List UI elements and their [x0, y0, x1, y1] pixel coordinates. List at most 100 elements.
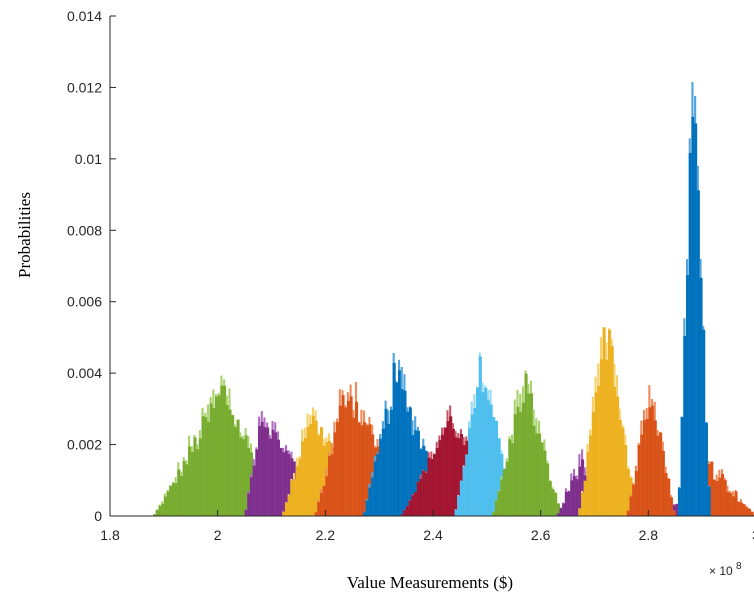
histogram-bar [462, 467, 466, 516]
y-tick-label: 0.014 [67, 8, 102, 24]
histogram-bar [484, 387, 488, 516]
x-axis-label: Value Measurements ($) [347, 573, 513, 592]
y-axis-label: Probabilities [15, 192, 34, 278]
histogram-bar [225, 405, 229, 516]
histogram-bar [365, 500, 369, 516]
histogram-bar [303, 438, 307, 516]
histogram-bar [505, 461, 509, 516]
histogram-bar [368, 424, 372, 516]
histogram-bar [287, 454, 291, 516]
histogram-bar [424, 472, 429, 516]
histogram-bar [589, 435, 593, 516]
histogram-bar [188, 446, 192, 516]
histogram-bar [497, 491, 501, 516]
histogram-bar [360, 425, 364, 516]
histogram-bar [416, 481, 420, 516]
histogram-bar [398, 370, 402, 516]
histogram-bar [341, 395, 345, 516]
histogram-bar [169, 486, 173, 516]
histogram-bar [330, 454, 334, 516]
histogram-bar [274, 432, 278, 516]
histogram-bar [718, 477, 722, 516]
histogram-bar [319, 492, 324, 516]
histogram-bar [247, 448, 251, 516]
histogram-bar [177, 469, 181, 516]
histogram-bar [632, 484, 636, 516]
histogram-bar [317, 435, 321, 516]
histogram-bar [583, 480, 587, 516]
histogram-bar [352, 417, 356, 516]
histogram-bar [575, 479, 579, 516]
histogram-bar [266, 427, 270, 516]
histogram-bar [438, 440, 442, 516]
histogram-bar [707, 486, 711, 516]
histogram-bar [494, 420, 498, 516]
histogram-bar [737, 501, 741, 516]
histogram-bar [182, 461, 186, 516]
histogram-bar [492, 417, 496, 516]
histogram-bar [602, 327, 606, 516]
histogram-bar [599, 359, 603, 516]
histogram-bar [284, 502, 289, 516]
histogram-bar [607, 329, 612, 516]
histogram-bar [562, 503, 566, 516]
histogram-bar [185, 464, 189, 516]
histogram-bar [527, 393, 531, 516]
histogram-bar [645, 418, 649, 516]
histogram-bar [400, 389, 404, 516]
histogram-bar [279, 447, 283, 516]
histogram-bar [295, 466, 299, 516]
histogram-bar [263, 427, 267, 516]
histogram-bar [473, 408, 477, 516]
x-axis-exponent-power: 8 [736, 561, 742, 572]
histogram-bar [578, 466, 582, 516]
histogram-bar [508, 439, 512, 516]
histogram-bar [613, 386, 617, 516]
histogram-bar [449, 416, 453, 516]
histogram-bar [465, 454, 469, 516]
histogram-bar [287, 495, 291, 516]
histogram-bar [403, 390, 407, 516]
histogram-bar [354, 401, 359, 516]
histogram-bar [661, 451, 665, 516]
histogram-bar [155, 510, 159, 516]
histogram-bar [395, 382, 399, 516]
histogram-bar [653, 420, 657, 516]
histogram-bar [408, 407, 412, 516]
histogram-bar [344, 407, 348, 516]
histogram-bar [293, 479, 297, 516]
x-axis-exponent-base: × 10 [709, 564, 733, 578]
histogram-bar [629, 496, 633, 516]
histogram-bar [702, 329, 706, 516]
histogram-bar [416, 430, 420, 516]
histogram-bar [500, 479, 504, 516]
histogram-bar [406, 411, 410, 516]
histogram-bar [282, 512, 286, 516]
histogram-bar [258, 426, 262, 516]
histogram-bar [459, 434, 464, 516]
histogram-series-8 [492, 370, 563, 516]
histogram-bar [336, 422, 340, 516]
histogram-bar [419, 479, 423, 516]
histogram-bar [414, 430, 418, 516]
histogram-bar [255, 449, 259, 516]
histogram-bar [400, 514, 404, 516]
axes: 0 0.002 0.004 0.006 0.008 0.01 0.012 0.014 1.8 2 2… [67, 8, 754, 543]
x-axis-exponent: × 10 8 [709, 561, 742, 578]
histogram-bar [686, 275, 690, 516]
histogram-bar [618, 419, 622, 516]
histogram-bar [322, 486, 326, 516]
histogram-bar [712, 479, 717, 516]
histogram-bar [166, 491, 170, 516]
x-tick-label: 2.6 [531, 527, 551, 543]
histogram-bar [217, 395, 221, 516]
histogram-bar [204, 416, 208, 516]
histogram-bar [502, 469, 507, 516]
histogram-bar [317, 501, 321, 516]
histogram-bar [406, 506, 410, 516]
histogram-bar [411, 435, 415, 516]
histogram-bar [451, 428, 455, 516]
y-tick-label: 0.008 [67, 222, 102, 238]
histogram-series-10 [578, 327, 638, 516]
histogram-bar [594, 392, 598, 516]
